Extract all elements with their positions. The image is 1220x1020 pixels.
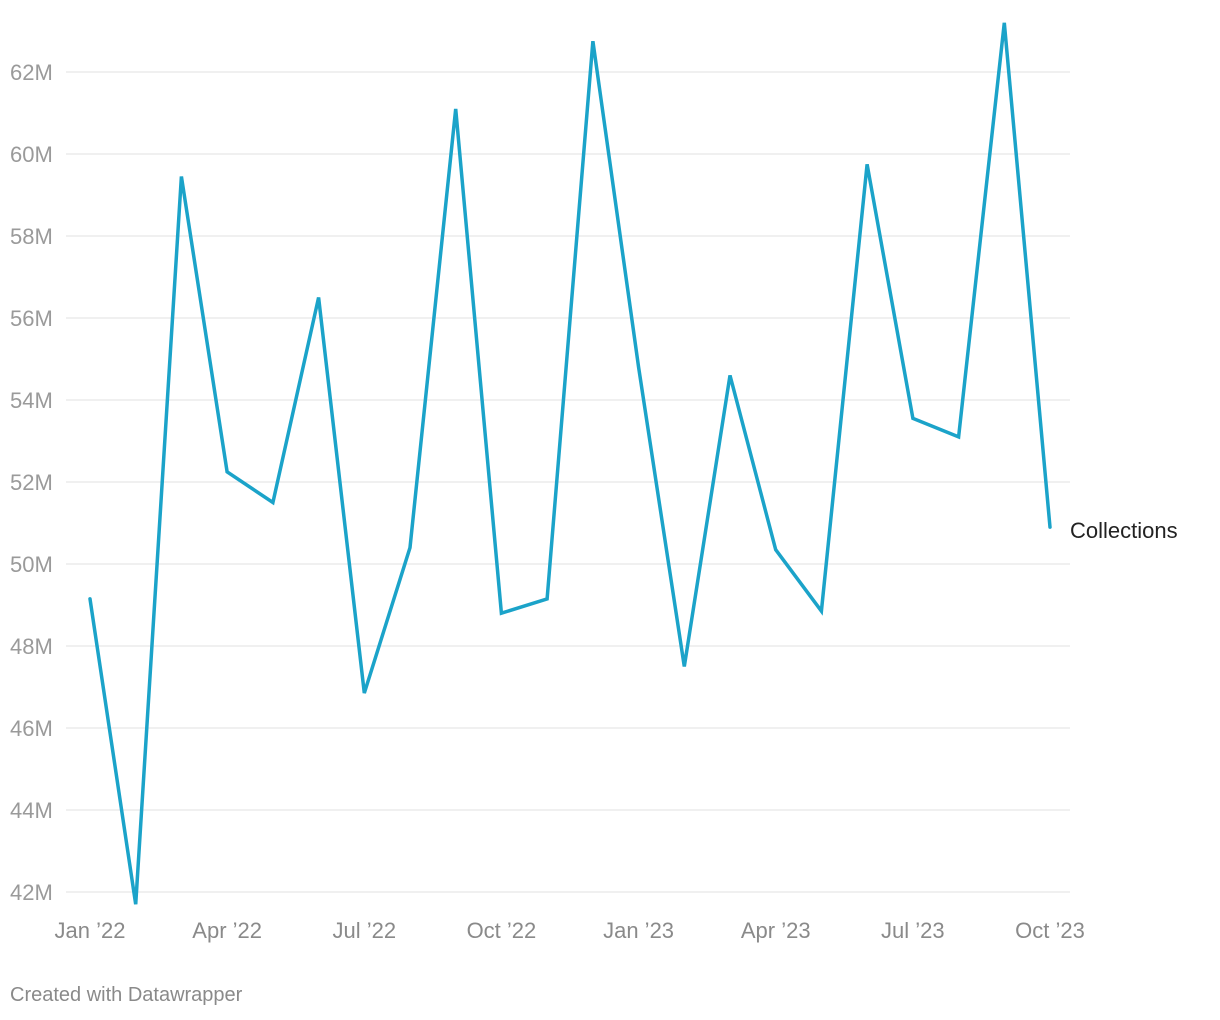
y-tick-label: 60M <box>10 142 53 167</box>
y-tick-label: 50M <box>10 552 53 577</box>
y-tick-label: 42M <box>10 880 53 905</box>
x-tick-label: Apr ’22 <box>192 918 262 943</box>
series-lines <box>88 22 1052 905</box>
y-tick-label: 56M <box>10 306 53 331</box>
x-tick-label: Jan ’23 <box>603 918 674 943</box>
y-tick-label: 54M <box>10 388 53 413</box>
x-axis-ticks: Jan ’22 Apr ’22 Jul ’22 Oct ’22 Jan ’23 Apr ’… <box>55 918 1085 943</box>
y-tick-label: 44M <box>10 798 53 823</box>
x-tick-label: Oct ’22 <box>467 918 537 943</box>
x-tick-label: Jul ’22 <box>332 918 396 943</box>
line-chart: 42M 44M 46M 48M 50M 52M 54M 56M 58M 60M 62M Jan ’2… <box>10 22 1178 943</box>
y-tick-label: 46M <box>10 716 53 741</box>
chart-canvas: 42M 44M 46M 48M 50M 52M 54M 56M 58M 60M 62M Jan ’2… <box>10 22 1178 943</box>
x-tick-label: Jan ’22 <box>55 918 126 943</box>
series-labels: Collections <box>1070 518 1178 543</box>
series-label: Collections <box>1070 518 1178 543</box>
y-tick-label: 48M <box>10 634 53 659</box>
x-tick-label: Oct ’23 <box>1015 918 1085 943</box>
gridlines <box>66 71 1070 893</box>
y-tick-label: 52M <box>10 470 53 495</box>
y-axis-ticks: 42M 44M 46M 48M 50M 52M 54M 56M 58M 60M 62M <box>10 60 53 905</box>
series-line-collections <box>88 22 1052 905</box>
credit-text: Created with Datawrapper <box>10 984 243 1006</box>
y-tick-label: 58M <box>10 224 53 249</box>
y-tick-label: 62M <box>10 60 53 85</box>
x-tick-label: Apr ’23 <box>741 918 811 943</box>
x-tick-label: Jul ’23 <box>881 918 945 943</box>
